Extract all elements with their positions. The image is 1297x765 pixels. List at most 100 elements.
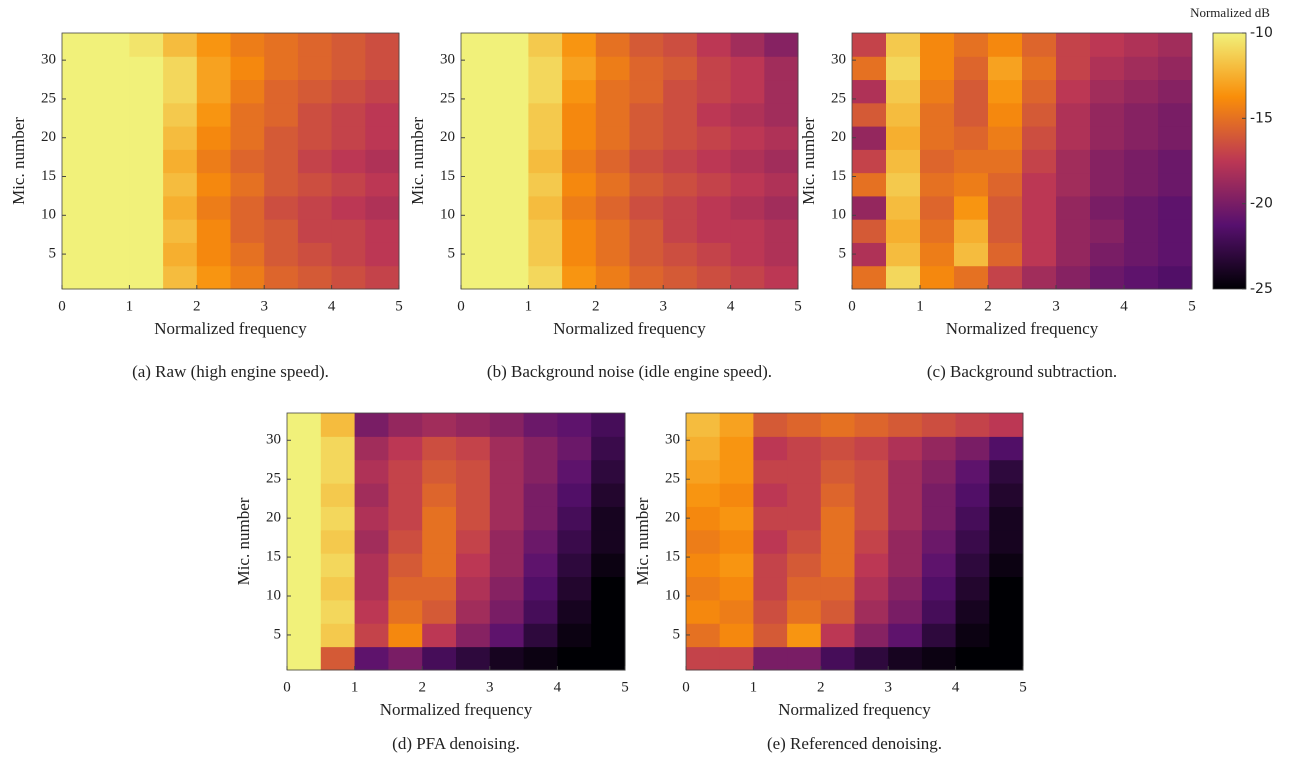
heatmap-cell [528,265,563,290]
heatmap-cell [921,623,957,648]
heatmap-cell [663,195,698,220]
heatmap-cell [886,149,921,174]
heatmap-cell [320,646,356,671]
heatmap-cell [629,172,664,197]
heatmap-cell [461,195,496,220]
heatmap-cell [1022,56,1057,81]
heatmap-cell [1056,149,1091,174]
heatmap-cell [954,126,989,150]
heatmap-cell [287,576,322,601]
heatmap-cell [886,265,921,290]
y-tick-label: 10 [831,207,846,223]
heatmap-cell [456,646,491,671]
heatmap-cell [591,576,626,601]
heatmap-cell [730,242,765,267]
heatmap-cell [365,219,400,243]
axes-frame [685,412,1024,671]
heatmap-cell [196,126,231,150]
x-tick-label: 5 [621,679,629,695]
heatmap-cell [489,553,525,578]
heatmap-cell [888,623,923,648]
heatmap-cell [354,553,389,578]
caption: (e) Referenced denoising. [767,734,942,753]
heatmap-cell [852,242,887,267]
heatmap-cell [264,33,299,57]
heatmap-cell [320,529,356,554]
heatmap-cell [920,219,955,243]
heatmap-cell [523,623,558,648]
heatmap-cell [591,529,626,554]
heatmap-cell [663,172,698,197]
x-tick-label: 3 [486,679,494,695]
heatmap-cell [920,265,955,290]
heatmap-cell [528,126,563,150]
heatmap-cell [886,242,921,267]
heatmap-cell [562,149,597,174]
heatmap-cell [1056,33,1091,57]
heatmap-cell [489,413,525,437]
heatmap-cell [297,126,333,150]
heatmap-cell [331,219,366,243]
heatmap-cell [854,413,889,437]
heatmap-cell [920,172,955,197]
heatmap-cell [1124,219,1159,243]
y-tick-label: 15 [665,549,680,565]
heatmap-cell [787,529,822,554]
heatmap-cell [354,576,389,601]
heatmap-cell [287,623,322,648]
heatmap-cell [787,576,822,601]
heatmap-cell [365,195,400,220]
heatmap-cell [595,33,630,57]
heatmap-cell [764,102,799,127]
heatmap-cell [528,195,563,220]
heatmap-cell [730,102,765,127]
colorbar-tick-label: -20 [1250,196,1273,212]
heatmap-cell [388,459,423,484]
heatmap-cell [456,413,491,437]
y-tick-label: 30 [440,52,455,68]
x-tick-label: 4 [554,679,562,695]
heatmap-cell [354,459,389,484]
heatmap-cell [955,623,990,648]
heatmap-cell [320,623,356,648]
heatmap-cell [297,56,333,81]
heatmap-cell [753,529,788,554]
heatmap-cell [852,172,887,197]
heatmap-cell [494,102,529,127]
heatmap-cell [320,436,356,461]
heatmap-cell [354,506,389,531]
heatmap-cell [696,102,732,127]
heatmap-cell [388,506,423,531]
heatmap-cell [163,56,198,81]
heatmap-cell [1124,79,1159,104]
heatmap-cell [163,33,198,57]
heatmap-cell [562,33,597,57]
heatmap-cell [629,79,664,104]
heatmap-cell [955,506,990,531]
heatmap-cell [129,242,164,267]
heatmap-cell [1090,102,1125,127]
heatmap-cell [988,265,1023,290]
x-tick-label: 2 [817,679,825,695]
heatmap-cell [854,623,889,648]
heatmap-cell [297,172,333,197]
x-tick-label: 4 [727,298,735,314]
heatmap-cell [528,56,563,81]
heatmap-cell [129,219,164,243]
heatmap-cell [888,483,923,507]
heatmap-cell [595,79,630,104]
heatmap-cell [686,459,721,484]
y-tick-label: 30 [665,432,680,448]
heatmap-cell [920,149,955,174]
heatmap-cell [595,195,630,220]
heatmap-cell [1158,242,1193,267]
heatmap-cell [557,413,592,437]
y-axis-label: Mic. number [9,117,28,205]
heatmap-cell [988,149,1023,174]
heatmap-cell [528,79,563,104]
heatmap-cell [331,126,366,150]
heatmap-cell [629,126,664,150]
heatmap-cell [264,102,299,127]
heatmap-cell [888,529,923,554]
heatmap-cell [730,219,765,243]
